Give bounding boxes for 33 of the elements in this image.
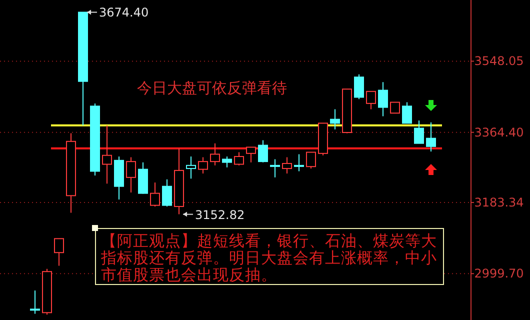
candlestick	[186, 156, 196, 180]
candlestick	[270, 158, 280, 178]
candlestick	[210, 142, 220, 166]
candlestick	[294, 154, 304, 172]
candlestick	[198, 156, 208, 174]
candlestick	[150, 182, 160, 207]
candlestick	[426, 122, 436, 152]
annotation: 3152.82	[195, 208, 245, 222]
candlestick	[402, 102, 412, 124]
candlestick	[366, 90, 376, 110]
candlestick	[378, 82, 388, 117]
annotation: 今日大盘可依反弹看待	[137, 79, 287, 97]
candlestick	[54, 238, 64, 266]
candlestick	[414, 120, 424, 144]
candlestick	[354, 74, 364, 100]
candlestick	[234, 152, 244, 166]
y-tick-label: 3364.40	[474, 125, 524, 140]
annotation: 【阿正观点】超短线看，银行、石油、煤炭等大指标股还有反弹。明日大盘会有上涨概率，中小市值股票也会出现反抽。	[100, 232, 437, 284]
candlestick	[126, 156, 136, 194]
y-tick-label: 3183.34	[474, 195, 524, 210]
annotation: 3674.40	[99, 6, 149, 20]
candlestick	[162, 178, 172, 207]
candlestick	[102, 125, 112, 184]
candlestick	[258, 140, 268, 163]
candlestick	[390, 102, 400, 114]
y-tick-label: 2999.70	[474, 266, 524, 281]
candlestick	[282, 156, 292, 174]
candlestick	[30, 290, 40, 314]
candlestick	[246, 146, 256, 163]
candlestick	[222, 156, 232, 168]
candlestick	[330, 108, 340, 130]
candlestick	[306, 152, 316, 170]
y-tick-label: 3548.05	[474, 54, 524, 68]
